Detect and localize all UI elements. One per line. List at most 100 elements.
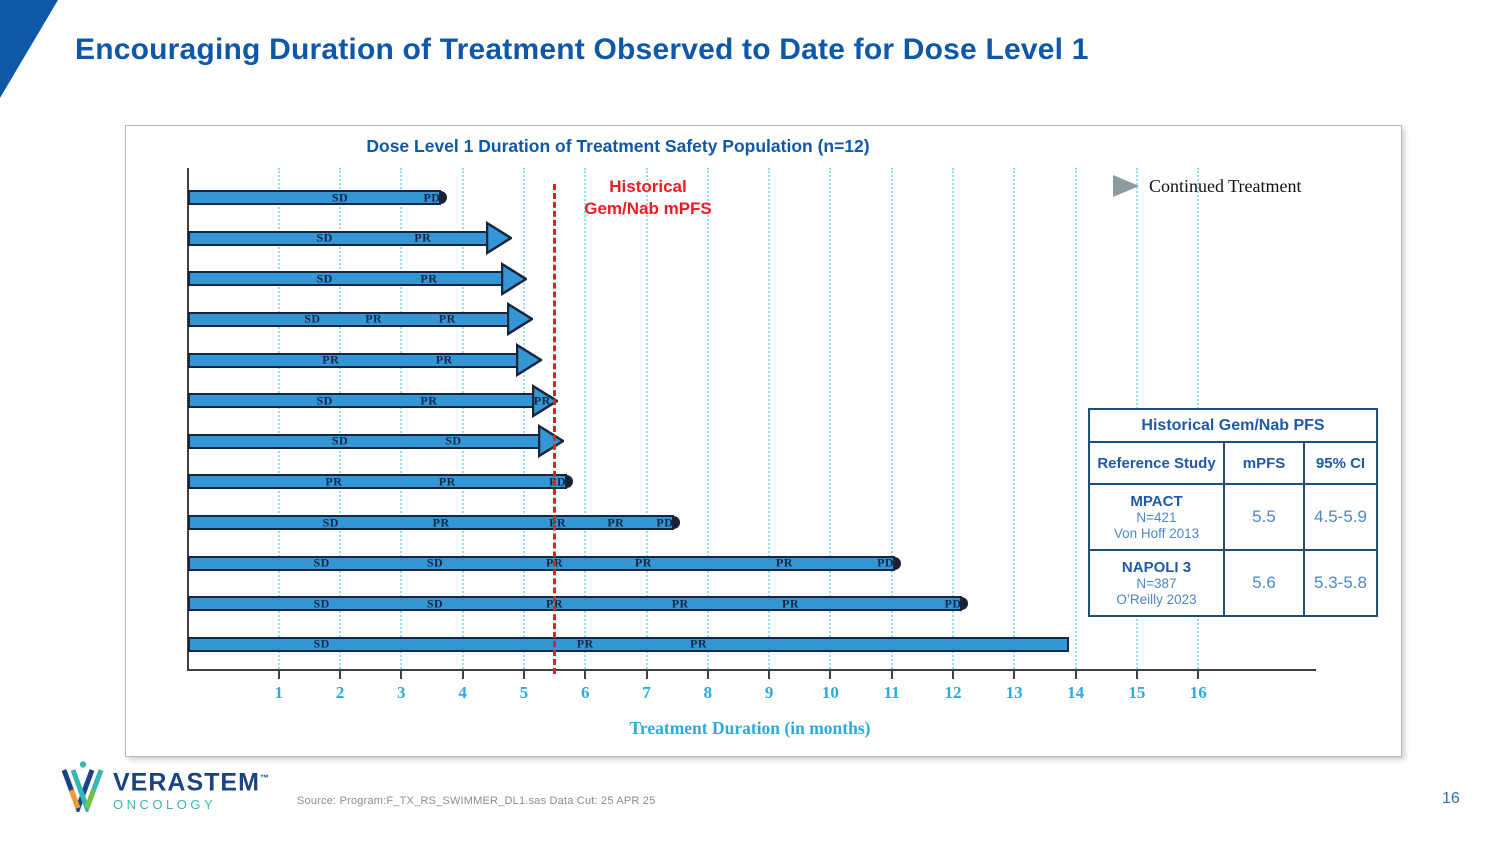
mpfs-value: 5.6 — [1223, 549, 1305, 617]
response-label: PD — [549, 474, 567, 489]
response-label: PD — [944, 596, 962, 611]
swimmer-bar-subject-10 — [188, 555, 895, 571]
response-label: PR — [549, 515, 567, 530]
x-axis-tick — [584, 671, 587, 679]
response-label: PD — [877, 555, 895, 570]
table-row: NAPOLI 3 N=387 O’Reilly 2023 5.6 5.3-5.8 — [1088, 549, 1379, 617]
logo-wordmark: VERASTEM™ — [113, 768, 270, 797]
x-tick-label: 15 — [1128, 683, 1146, 702]
response-label: PR — [325, 474, 343, 489]
x-axis-tick — [829, 671, 832, 679]
continued-treatment-arrow-icon — [531, 383, 559, 418]
annotation-line-2: Gem/Nab mPFS — [584, 199, 712, 218]
table-title: Historical Gem/Nab PFS — [1087, 408, 1379, 443]
x-axis-tick — [400, 671, 403, 679]
annotation-line-1: Historical — [609, 177, 687, 196]
gridline-month-10 — [829, 168, 832, 669]
study-n: N=421 — [1136, 509, 1177, 525]
study-name: MPACT — [1130, 492, 1183, 510]
swimmer-bar-subject-3 — [188, 271, 507, 287]
response-label: SD — [313, 596, 330, 611]
response-label: SD — [426, 596, 444, 611]
x-tick-label: 9 — [764, 683, 774, 702]
logo-subtitle: ONCOLOGY — [113, 797, 217, 813]
response-label: PR — [775, 555, 793, 570]
mpfs-value: 5.5 — [1223, 483, 1305, 551]
x-axis-tick — [1197, 671, 1200, 679]
col-header-ci: 95% CI — [1302, 441, 1379, 485]
response-label: SD — [313, 555, 330, 570]
gridline-month-1 — [277, 168, 280, 669]
x-tick-label: 6 — [580, 683, 590, 702]
table-row: MPACT N=421 Von Hoff 2013 5.5 4.5-5.9 — [1088, 483, 1379, 551]
response-label: SD — [316, 230, 333, 245]
x-axis-tick — [706, 671, 709, 679]
swimmer-bar-subject-6 — [188, 393, 538, 409]
study-citation: O’Reilly 2023 — [1116, 591, 1197, 607]
y-axis-line — [187, 168, 189, 671]
x-axis-tick — [952, 671, 954, 679]
response-label: PR — [634, 555, 652, 570]
response-label: PR — [607, 515, 625, 530]
x-tick-label: 3 — [397, 683, 406, 702]
historical-mpfs-annotation: Historical Gem/Nab mPFS — [564, 176, 732, 220]
x-axis-tick — [1013, 671, 1016, 679]
x-tick-label: 11 — [883, 683, 900, 702]
x-tick-label: 8 — [703, 683, 713, 702]
chart-title: Dose Level 1 Duration of Treatment Safet… — [366, 136, 870, 156]
continued-treatment-arrow-icon — [506, 302, 535, 337]
gridline-month-14 — [1074, 168, 1077, 669]
ci-value: 4.5-5.9 — [1302, 483, 1379, 551]
swimmer-bar-subject-12 — [188, 636, 1070, 652]
gridline-month-4 — [461, 168, 464, 669]
study-n: N=387 — [1136, 575, 1177, 591]
response-label: SD — [331, 190, 349, 204]
verastem-v-mark-icon — [61, 761, 104, 812]
x-axis-tick — [890, 671, 893, 679]
response-label: SD — [316, 271, 333, 286]
page-number: 16 — [1442, 790, 1460, 807]
response-label: PR — [671, 596, 689, 611]
x-axis-tick — [461, 671, 464, 679]
x-axis-line — [187, 669, 1316, 671]
continued-treatment-arrow-icon — [516, 342, 544, 378]
response-label: PR — [420, 271, 438, 286]
response-label: SD — [445, 433, 462, 448]
gridline-month-5 — [522, 168, 525, 669]
gridline-month-8 — [706, 168, 709, 669]
response-label: SD — [426, 555, 444, 570]
response-label: PR — [432, 515, 450, 530]
response-label: SD — [304, 311, 321, 326]
source-note: Source: Program:F_TX_RS_SWIMMER_DL1.sas … — [297, 795, 656, 807]
response-label: PR — [690, 636, 708, 651]
x-tick-label: 13 — [1005, 683, 1023, 702]
swimmer-bar-subject-9 — [188, 515, 675, 531]
response-label: PR — [322, 352, 340, 367]
study-citation: Von Hoff 2013 — [1113, 525, 1200, 541]
swimmer-bar-subject-8 — [188, 474, 567, 490]
x-axis-tick — [339, 671, 341, 679]
swimmer-bar-subject-2 — [188, 230, 492, 246]
x-tick-label: 16 — [1189, 683, 1207, 702]
x-tick-label: 2 — [335, 683, 345, 702]
response-label: SD — [316, 393, 333, 408]
gridline-month-6 — [584, 168, 587, 669]
historical-mpfs-reference-line — [553, 184, 557, 674]
response-label: PR — [435, 352, 453, 367]
x-tick-label: 7 — [642, 683, 651, 702]
swimmer-bar-subject-4 — [188, 311, 514, 327]
gridline-month-13 — [1013, 168, 1016, 669]
x-tick-label: 4 — [458, 683, 467, 702]
x-axis-title: Treatment Duration (in months) — [629, 718, 871, 738]
continued-treatment-arrow-icon — [537, 424, 566, 459]
ci-value: 5.3-5.8 — [1302, 549, 1379, 617]
gridline-month-7 — [645, 168, 648, 669]
response-label: PR — [782, 596, 800, 611]
continued-treatment-arrow-icon — [1113, 175, 1139, 197]
x-tick-label: 12 — [944, 683, 962, 702]
corner-accent-wedge — [0, 0, 58, 98]
swimmer-bar-subject-5 — [188, 352, 523, 368]
swimmer-bar-subject-7 — [188, 433, 544, 449]
x-axis-tick — [522, 671, 525, 679]
response-label: PR — [365, 311, 383, 326]
